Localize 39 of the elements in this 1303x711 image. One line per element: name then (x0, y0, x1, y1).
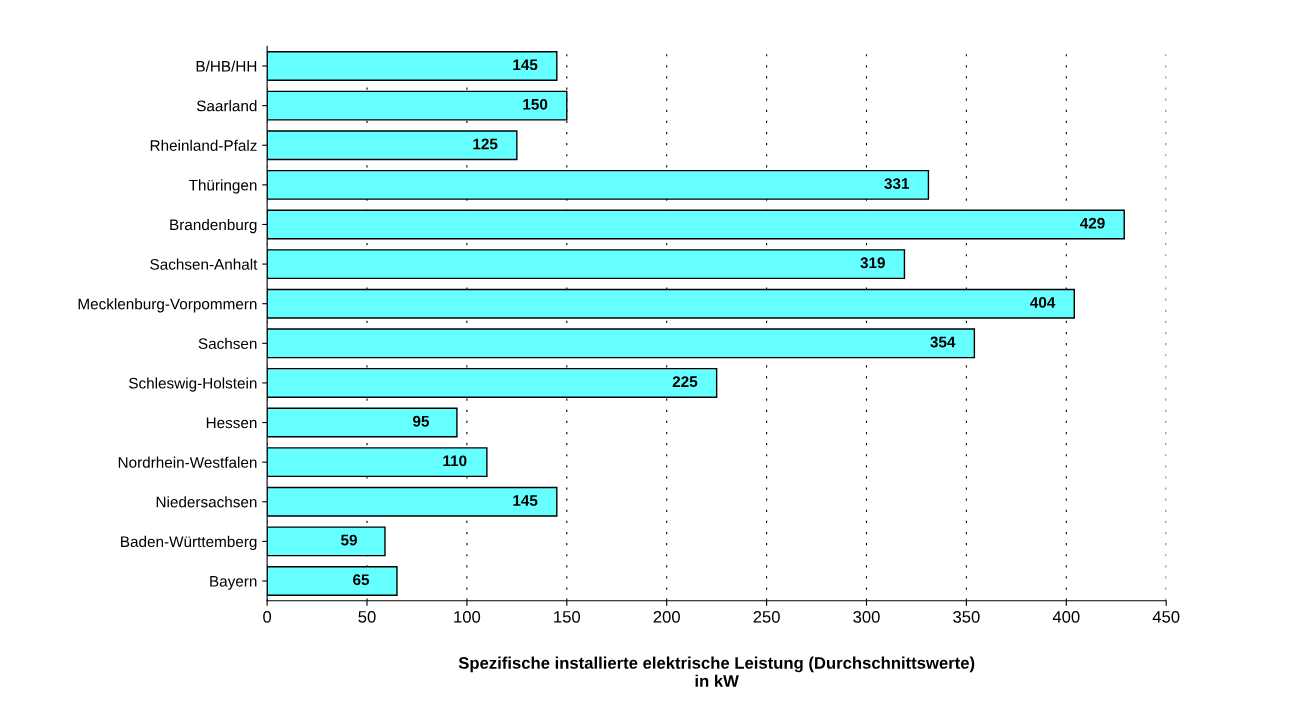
x-tick-label: 0 (263, 610, 272, 623)
data-label: 404 (1030, 296, 1056, 308)
data-label: 65 (353, 574, 370, 586)
data-label: 429 (1080, 217, 1105, 229)
data-label: 225 (672, 376, 698, 388)
x-axis-title: Spezifische installierte elektrische Leistung (Durchschnittswerte) in kW (458, 656, 975, 687)
y-tick-label: B/HB/HH (196, 60, 257, 72)
x-tick-label: 350 (953, 610, 980, 623)
data-label: 59 (341, 534, 357, 546)
x-tick-label: 150 (554, 610, 581, 623)
data-label: 319 (860, 257, 885, 269)
y-tick-label: Rheinland-Pfalz (150, 139, 257, 151)
data-label: 145 (513, 59, 538, 71)
x-tick-label: 300 (853, 610, 880, 623)
data-label: 110 (443, 455, 467, 467)
data-label: 354 (930, 336, 956, 348)
y-tick-label: Sachsen (198, 337, 257, 349)
y-tick-label: Nordrhein-Westfalen (118, 456, 257, 468)
x-tick-label: 200 (653, 610, 680, 623)
y-tick-label: Saarland (196, 100, 257, 112)
y-tick-label: Baden-Württemberg (121, 535, 257, 551)
x-tick-label: 50 (358, 610, 376, 623)
x-tick-label: 400 (1052, 610, 1080, 623)
data-label: 145 (513, 495, 538, 506)
y-tick-label: Sachsen-Anhalt (150, 258, 258, 270)
x-tick-label: 250 (753, 610, 780, 623)
x-tick-label: 100 (454, 610, 481, 623)
y-tick-label: Mecklenburg-Vorpommern (78, 298, 257, 313)
y-tick-label: Schleswig-Holstein (129, 377, 257, 392)
x-tick-label: 450 (1152, 610, 1180, 623)
y-tick-label: Brandenburg (170, 218, 257, 234)
y-tick-label: Thüringen (188, 179, 257, 194)
data-label: 150 (523, 98, 548, 110)
y-tick-label: Bayern (210, 576, 257, 590)
y-tick-label: Niedersachsen (156, 496, 257, 508)
data-label: 331 (884, 178, 910, 189)
y-tick-label: Hessen (206, 417, 257, 429)
data-label: 95 (413, 415, 430, 427)
data-label: 125 (473, 138, 498, 150)
